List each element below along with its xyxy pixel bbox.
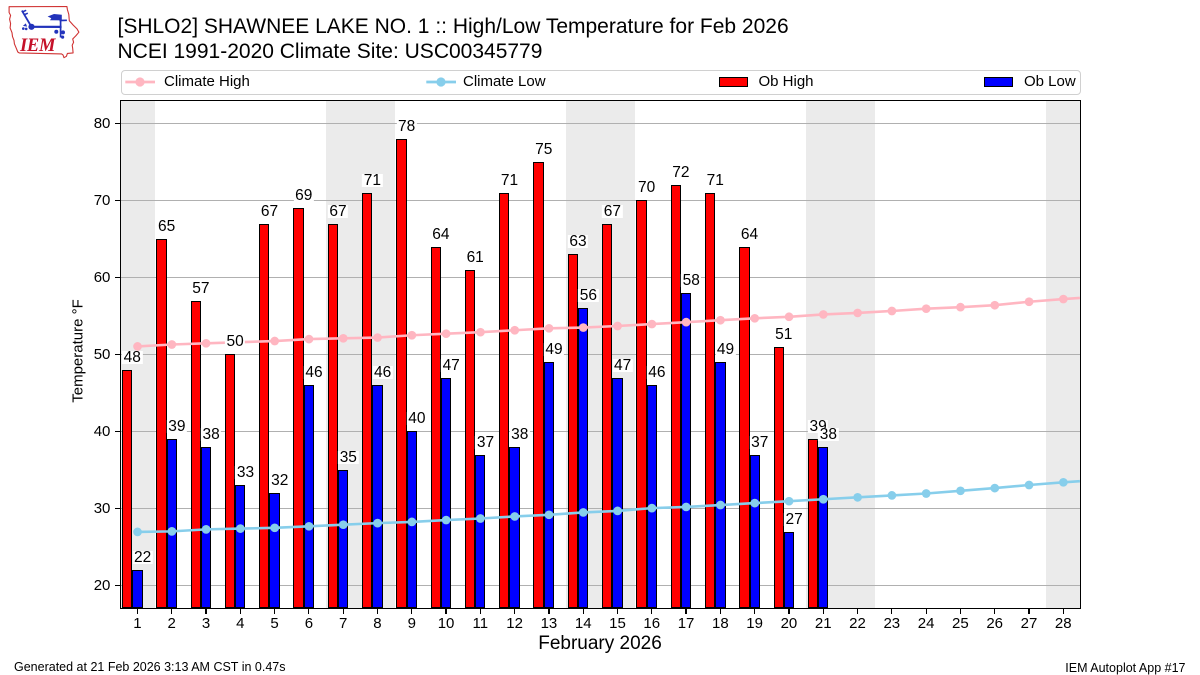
svg-text:IEM: IEM [19, 36, 56, 56]
